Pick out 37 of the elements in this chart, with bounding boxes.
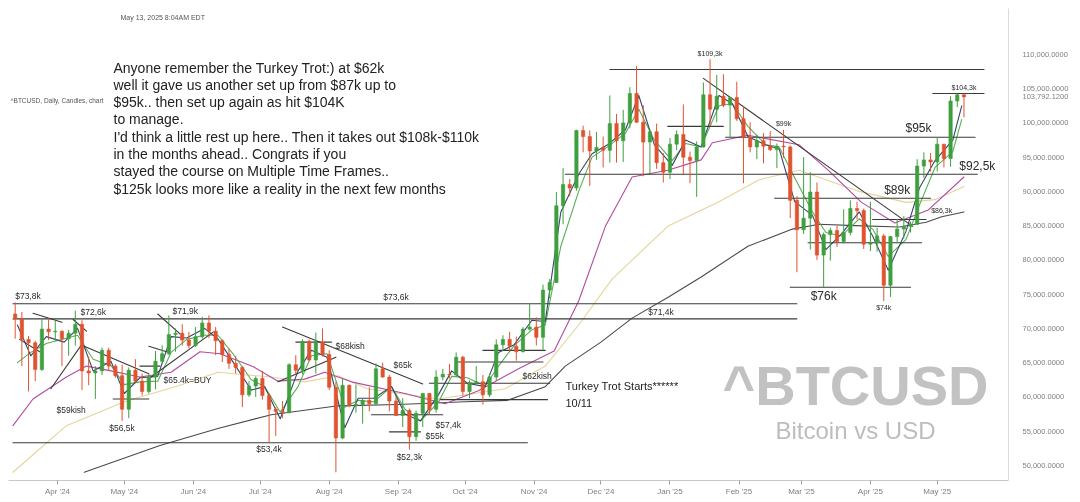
- annotation: $95k: [905, 120, 933, 135]
- annotation: Anyone remember the Turkey Trot:) at $62k well it gave us another set up from $87k up to $95k.. then set up again as hit $104K to manage. I'd think a little rest up here.. Then it takes out $108k-$110k in the months ahead.. Congrats if you stayed the course on Multiple Time Frames.. $125k looks more like a reality in the next few months: [112, 59, 481, 197]
- annotation: $71,9k: [172, 306, 199, 316]
- x-tick-label: Mar '25: [788, 486, 816, 496]
- annotation: $76k: [810, 289, 838, 304]
- x-tick-label: Sep '24: [384, 486, 413, 496]
- x-tick-label: Apr '25: [857, 486, 884, 496]
- x-tick-label: Oct '24: [452, 486, 479, 496]
- text: Bitcoin vs USD: [775, 417, 936, 444]
- annotation: $72,6k: [80, 306, 107, 317]
- x-tick-label: Aug '24: [315, 486, 344, 496]
- annotation: $57,4k: [435, 419, 462, 430]
- annotation: $59kish: [56, 404, 87, 415]
- x-tick-label: Jun '24: [180, 486, 207, 496]
- x-tick-label: Nov '24: [520, 486, 549, 496]
- annotation: Turkey Trot Starts****** 10/11: [565, 379, 679, 409]
- x-tick-label: May '25: [923, 486, 952, 496]
- annotation: $52,3k: [396, 451, 423, 462]
- annotation: $65.4k=BUY: [163, 374, 212, 385]
- annotation: $53,4k: [256, 444, 283, 455]
- annotation: $71,4k: [648, 307, 675, 318]
- annotation: $56,5k: [109, 423, 136, 434]
- annotation: $68kish: [335, 340, 366, 351]
- x-tick-label: Jul '24: [248, 486, 273, 496]
- x-tick-label: May '24: [110, 486, 139, 496]
- x-tick-label: Apr '24: [44, 486, 71, 496]
- annotation: $92,5k: [959, 158, 997, 173]
- x-tick-label: Jan '25: [657, 486, 684, 496]
- annotation: $62kish: [522, 370, 553, 381]
- x-tick-label: Dec '24: [587, 486, 615, 496]
- annotation: $73,6k: [383, 292, 410, 303]
- annotation: $73,8k: [15, 290, 42, 301]
- annotation: $55k: [425, 430, 445, 441]
- annotation: $65k: [393, 359, 413, 370]
- text: ^BTCUSD: [722, 354, 989, 417]
- x-tick-label: Feb '25: [725, 486, 753, 496]
- annotation: $89k: [884, 182, 912, 197]
